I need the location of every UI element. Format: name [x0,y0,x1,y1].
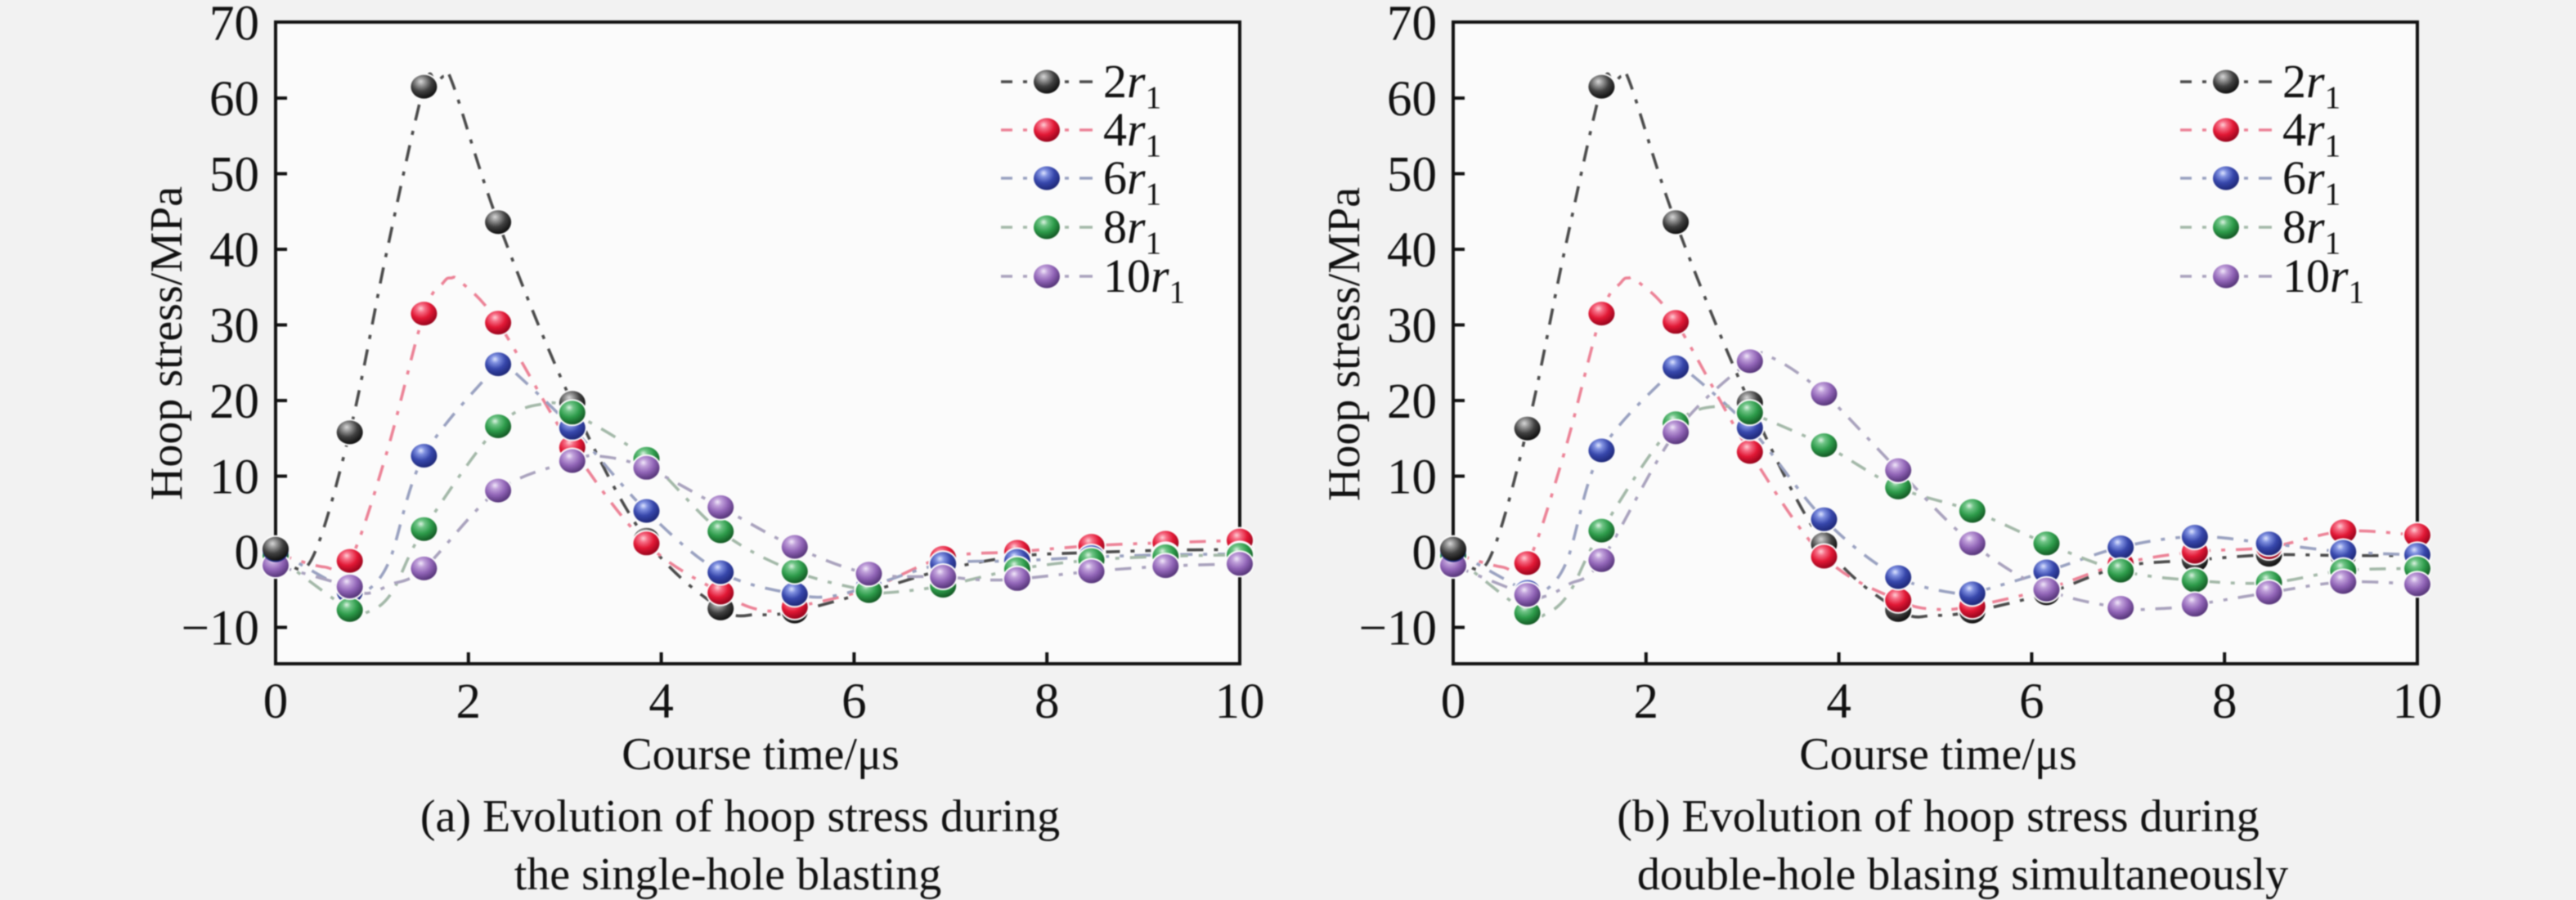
svg-text:2: 2 [456,674,482,729]
svg-text:4: 4 [648,674,674,729]
svg-text:4: 4 [1826,674,1851,729]
svg-text:−10: −10 [1359,602,1437,656]
svg-text:70: 70 [209,0,259,51]
svg-text:0: 0 [263,674,289,729]
svg-text:Hoop stress/MPa: Hoop stress/MPa [141,186,192,500]
svg-text:10: 10 [1215,674,1265,729]
svg-text:20: 20 [1387,374,1437,429]
svg-text:double-hole blasing simultaneo: double-hole blasing simultaneously [1637,849,2288,900]
svg-text:Hoop stress/MPa: Hoop stress/MPa [1319,187,1370,501]
svg-text:10: 10 [2393,674,2443,729]
svg-text:(b) Evolution of hoop stress d: (b) Evolution of hoop stress during [1617,791,2259,842]
svg-text:10r1: 10r1 [1103,249,1185,310]
svg-text:30: 30 [209,299,259,354]
svg-text:−10: −10 [182,602,259,656]
svg-text:60: 60 [209,72,259,127]
svg-text:0: 0 [235,526,260,580]
svg-text:40: 40 [1387,223,1437,278]
svg-text:6: 6 [841,674,867,729]
svg-text:40: 40 [209,223,259,278]
svg-text:50: 50 [209,148,259,203]
svg-text:(a) Evolution of hoop stress d: (a) Evolution of hoop stress during [420,791,1060,842]
svg-text:6: 6 [2019,674,2044,729]
svg-text:Course time/μs: Course time/μs [622,729,900,780]
svg-text:50: 50 [1387,148,1437,203]
svg-text:4r1: 4r1 [2282,103,2340,163]
svg-text:0: 0 [1441,674,1466,729]
svg-text:2r1: 2r1 [2282,55,2340,115]
svg-text:0: 0 [1412,526,1438,580]
svg-text:70: 70 [1387,0,1437,51]
svg-text:10: 10 [1387,450,1437,505]
svg-text:60: 60 [1387,72,1437,127]
svg-text:2: 2 [1634,674,1659,729]
svg-text:2r1: 2r1 [1103,55,1161,115]
svg-text:8: 8 [2212,674,2237,729]
svg-text:the single-hole blasting: the single-hole blasting [514,849,942,900]
svg-text:8: 8 [1034,674,1060,729]
svg-text:30: 30 [1387,299,1437,354]
svg-text:Course time/μs: Course time/μs [1799,729,2077,780]
svg-text:10: 10 [209,450,259,505]
svg-text:20: 20 [209,374,259,429]
